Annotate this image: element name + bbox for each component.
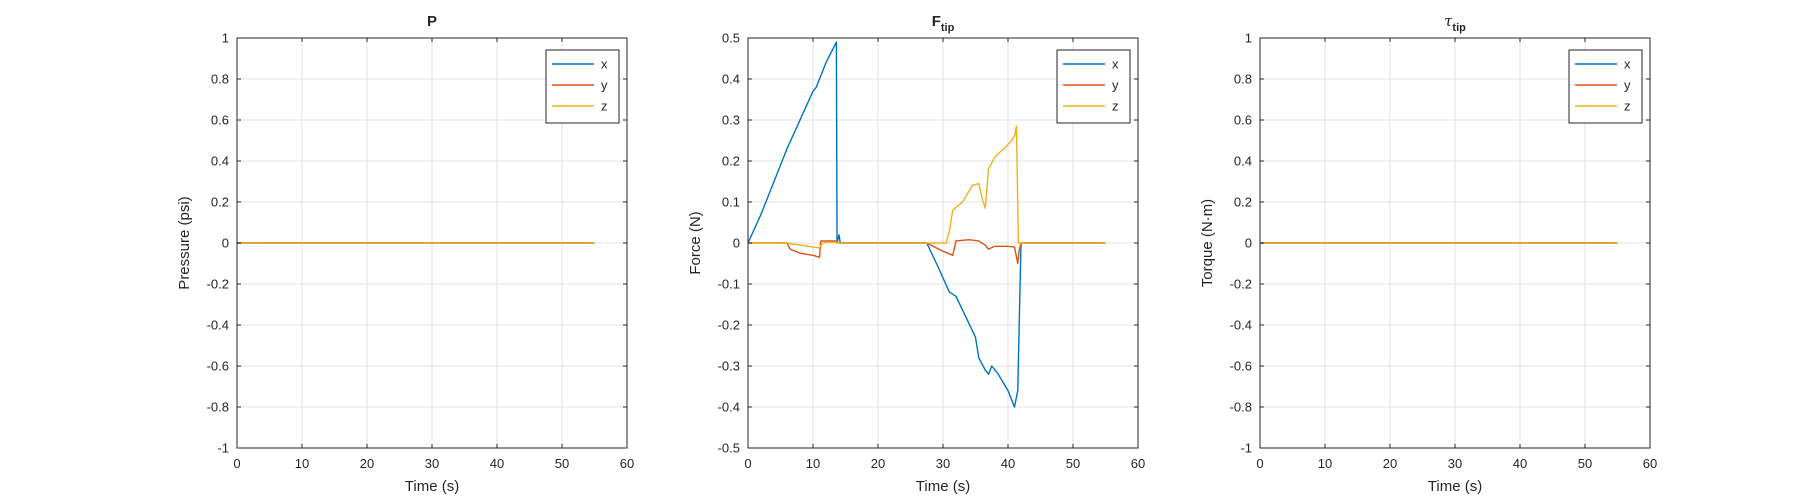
y-axis-label: Torque (N·m)	[1199, 199, 1216, 287]
y-tick-label: 0	[733, 236, 740, 251]
x-tick-label: 30	[425, 456, 439, 471]
y-tick-label: 0.8	[211, 72, 229, 87]
x-axis-label: Time (s)	[405, 478, 459, 495]
y-tick-label: -0.2	[718, 318, 740, 333]
chart-title: P	[427, 13, 437, 30]
y-tick-label: -1	[217, 441, 229, 456]
x-tick-label: 50	[1066, 456, 1080, 471]
y-tick-label: 0.2	[1234, 195, 1252, 210]
x-tick-label: 0	[233, 456, 240, 471]
x-tick-label: 30	[936, 456, 950, 471]
y-tick-label: 0.2	[211, 195, 229, 210]
legend-label-y: y	[601, 78, 608, 93]
x-tick-label: 40	[1001, 456, 1015, 471]
y-tick-label: 0	[222, 236, 229, 251]
x-tick-label: 10	[295, 456, 309, 471]
x-tick-label: 20	[360, 456, 374, 471]
y-tick-label: 0.6	[1234, 113, 1252, 128]
legend-box	[1568, 49, 1643, 124]
x-tick-label: 50	[555, 456, 569, 471]
legend-label-x: x	[1624, 57, 1631, 72]
x-axis-label: Time (s)	[916, 478, 970, 495]
y-tick-label: -0.2	[1230, 277, 1252, 292]
x-tick-label: 20	[871, 456, 885, 471]
y-tick-label: 0	[1245, 236, 1252, 251]
x-tick-label: 20	[1383, 456, 1397, 471]
chart-title-main: F	[932, 13, 941, 30]
chart-title: τtip	[1444, 12, 1466, 34]
legend-label-y: y	[1624, 78, 1631, 93]
chart-title-main: P	[427, 13, 437, 30]
chart-title-main: τ	[1444, 12, 1453, 30]
y-tick-label: 0.4	[1234, 154, 1252, 169]
chart-title-subscript: tip	[1452, 22, 1466, 34]
y-tick-label: 0.5	[722, 31, 740, 46]
y-tick-label: -0.8	[1230, 400, 1252, 415]
legend-label-z: z	[601, 99, 608, 114]
x-tick-label: 0	[744, 456, 751, 471]
y-axis-label: Force (N)	[687, 211, 704, 274]
y-tick-label: -0.2	[207, 277, 229, 292]
legend-label-z: z	[1112, 99, 1119, 114]
y-tick-label: -0.4	[718, 400, 740, 415]
series-line-x	[747, 41, 1106, 408]
y-tick-label: 1	[1245, 31, 1252, 46]
series-line-y	[748, 239, 1106, 265]
chart-panel-3: 0 10 20 30 40 50 60 -1 -0.8 -0.6 -0.4 -0.2 0 0.2 0.4 0.…	[1199, 12, 1657, 495]
x-tick-label: 10	[806, 456, 820, 471]
y-tick-label: -0.5	[718, 441, 740, 456]
y-tick-label: 0.8	[1234, 72, 1252, 87]
legend: xyz	[1568, 49, 1643, 124]
y-tick-label: 0.3	[722, 113, 740, 128]
x-tick-label: 50	[1578, 456, 1592, 471]
y-tick-label: -0.4	[1230, 318, 1252, 333]
legend-label-z: z	[1624, 99, 1631, 114]
legend-box	[1056, 49, 1131, 124]
chart-title: Ftip	[932, 13, 955, 34]
x-tick-label: 10	[1318, 456, 1332, 471]
y-tick-label: -0.6	[207, 359, 229, 374]
y-tick-label: -0.1	[718, 277, 740, 292]
legend: xyz	[545, 49, 620, 124]
y-tick-label: 0.4	[211, 154, 229, 169]
x-tick-label: 60	[620, 456, 634, 471]
x-tick-label: 30	[1448, 456, 1462, 471]
x-tick-label: 60	[1131, 456, 1145, 471]
y-tick-label: 0.1	[722, 195, 740, 210]
y-tick-label: 0.6	[211, 113, 229, 128]
series-line-z	[748, 125, 1106, 249]
legend-box	[545, 49, 620, 124]
y-tick-label: -0.8	[207, 400, 229, 415]
legend: xyz	[1056, 49, 1131, 124]
y-axis-label: Pressure (psi)	[176, 196, 193, 289]
x-tick-label: 60	[1643, 456, 1657, 471]
y-tick-label: 1	[222, 31, 229, 46]
y-tick-label: 0.2	[722, 154, 740, 169]
legend-label-x: x	[1112, 57, 1119, 72]
legend-label-y: y	[1112, 78, 1119, 93]
y-tick-label: -1	[1240, 441, 1252, 456]
x-tick-label: 0	[1256, 456, 1263, 471]
x-tick-label: 40	[1513, 456, 1527, 471]
chart-panel-1: 0 10 20 30 40 50 60 -1 -0.8 -0.6 -0.4 -0.2 0 0.2 0.4 0.…	[176, 13, 634, 495]
y-tick-label: -0.4	[207, 318, 229, 333]
y-tick-label: -0.6	[1230, 359, 1252, 374]
chart-title-subscript: tip	[941, 22, 955, 34]
legend-label-x: x	[601, 57, 608, 72]
x-axis-label: Time (s)	[1428, 478, 1482, 495]
chart-panel-2: 0 10 20 30 40 50 60 -0.5 -0.4 -0.3 -0.2 -0.1 0 0.1 0.2…	[687, 13, 1145, 495]
y-tick-label: 0.4	[722, 72, 740, 87]
x-tick-label: 40	[490, 456, 504, 471]
y-tick-label: -0.3	[718, 359, 740, 374]
